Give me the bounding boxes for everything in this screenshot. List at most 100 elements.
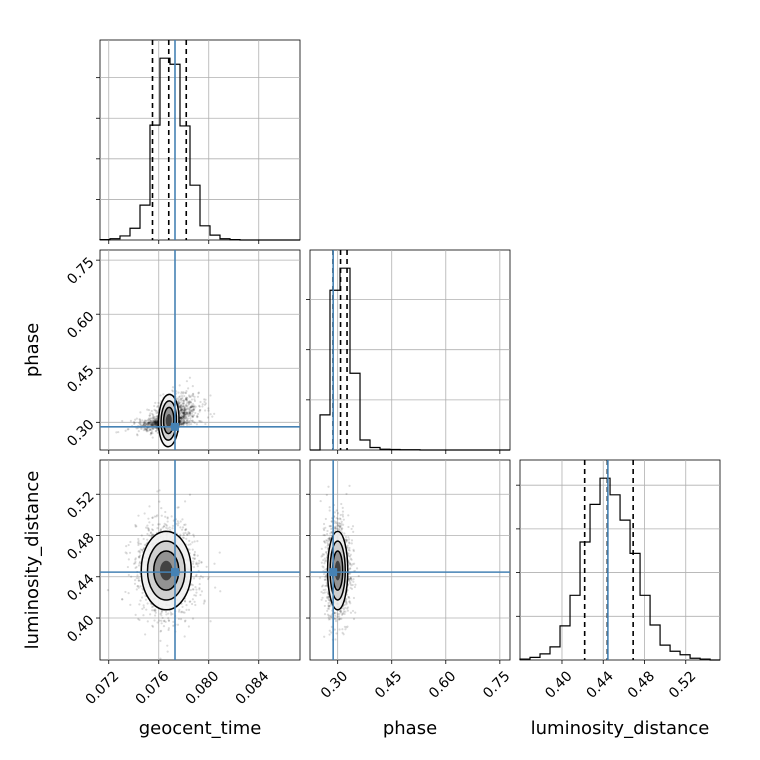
sample-point: [180, 413, 183, 417]
sample-point: [155, 423, 158, 426]
sample-point: [348, 561, 351, 564]
sample-point: [151, 609, 154, 612]
sample-point: [151, 412, 154, 415]
sample-point: [143, 419, 146, 422]
sample-point: [164, 510, 167, 514]
sample-point: [324, 584, 327, 588]
sample-point: [185, 411, 188, 414]
sample-point: [187, 411, 191, 415]
sample-point: [184, 600, 187, 603]
sample-point: [333, 628, 336, 631]
sample-point: [134, 523, 137, 527]
sample-point: [341, 612, 344, 615]
sample-point: [320, 561, 323, 564]
sample-point: [151, 423, 154, 426]
sample-point: [193, 405, 196, 408]
sample-point: [179, 617, 183, 621]
sample-point: [156, 404, 159, 407]
sample-point: [185, 412, 188, 415]
sample-point: [151, 523, 154, 527]
sample-point: [147, 408, 151, 412]
sample-point: [326, 607, 330, 610]
sample-point: [178, 384, 181, 387]
sample-point: [207, 576, 210, 579]
sample-point: [186, 422, 189, 425]
sample-point: [198, 405, 201, 408]
sample-point: [182, 402, 185, 406]
sample-point: [146, 527, 149, 530]
sample-point: [326, 541, 329, 544]
sample-point: [166, 650, 169, 653]
sample-point: [322, 573, 326, 576]
sample-point: [347, 525, 350, 529]
sample-point: [187, 401, 190, 404]
sample-point: [322, 522, 326, 526]
sample-point: [325, 596, 329, 599]
sample-point: [183, 500, 187, 503]
sample-point: [177, 610, 181, 613]
sample-point: [163, 619, 166, 622]
sample-point: [133, 421, 136, 425]
sample-point: [196, 562, 199, 566]
sample-point: [136, 585, 139, 588]
sample-point: [184, 398, 188, 401]
sample-point: [181, 422, 184, 426]
sample-point: [185, 411, 188, 414]
sample-point: [144, 598, 148, 601]
sample-point: [177, 401, 181, 405]
sample-point: [145, 428, 148, 431]
sample-point: [351, 609, 355, 613]
sample-point: [153, 609, 156, 612]
sample-point: [326, 546, 330, 549]
sample-point: [164, 620, 167, 624]
sample-point: [145, 424, 148, 427]
sample-point: [321, 565, 324, 568]
sample-point: [323, 635, 326, 638]
sample-point: [345, 603, 348, 606]
sample-point: [198, 577, 201, 580]
sample-point: [326, 591, 329, 594]
sample-point: [187, 415, 191, 418]
sample-point: [167, 628, 170, 632]
sample-point: [346, 539, 349, 542]
sample-point: [188, 395, 191, 398]
sample-point: [151, 422, 154, 425]
sample-point: [150, 430, 154, 433]
xtick-label-phase-1: 0.45: [372, 668, 405, 701]
sample-point: [157, 523, 160, 526]
sample-point: [144, 427, 147, 430]
sample-point: [346, 546, 349, 550]
sample-point: [149, 428, 152, 431]
sample-point: [327, 607, 331, 610]
sample-point: [339, 525, 342, 529]
sample-point: [175, 522, 178, 525]
sample-point: [333, 511, 337, 514]
sample-point: [154, 421, 158, 424]
sample-point: [147, 421, 150, 424]
sample-point: [179, 418, 183, 421]
sample-point: [196, 416, 199, 419]
sample-point: [127, 573, 130, 577]
sample-point: [148, 420, 151, 424]
sample-point: [323, 578, 326, 582]
sample-point: [148, 414, 152, 417]
sample-point: [183, 410, 186, 414]
sample-point: [179, 405, 182, 408]
sample-point: [189, 411, 192, 414]
sample-point: [151, 422, 155, 425]
xaxis-label-geocent-time: geocent_time: [139, 718, 262, 739]
sample-point: [183, 421, 186, 425]
sample-point: [183, 414, 186, 417]
sample-point: [339, 518, 342, 521]
sample-point: [203, 599, 206, 602]
sample-point: [138, 555, 141, 558]
sample-point: [166, 527, 169, 530]
sample-point: [149, 431, 153, 435]
sample-point: [184, 391, 187, 395]
sample-point: [156, 410, 159, 413]
sample-point: [188, 413, 192, 416]
sample-point: [181, 410, 184, 414]
sample-point: [134, 418, 137, 421]
sample-point: [189, 406, 193, 409]
